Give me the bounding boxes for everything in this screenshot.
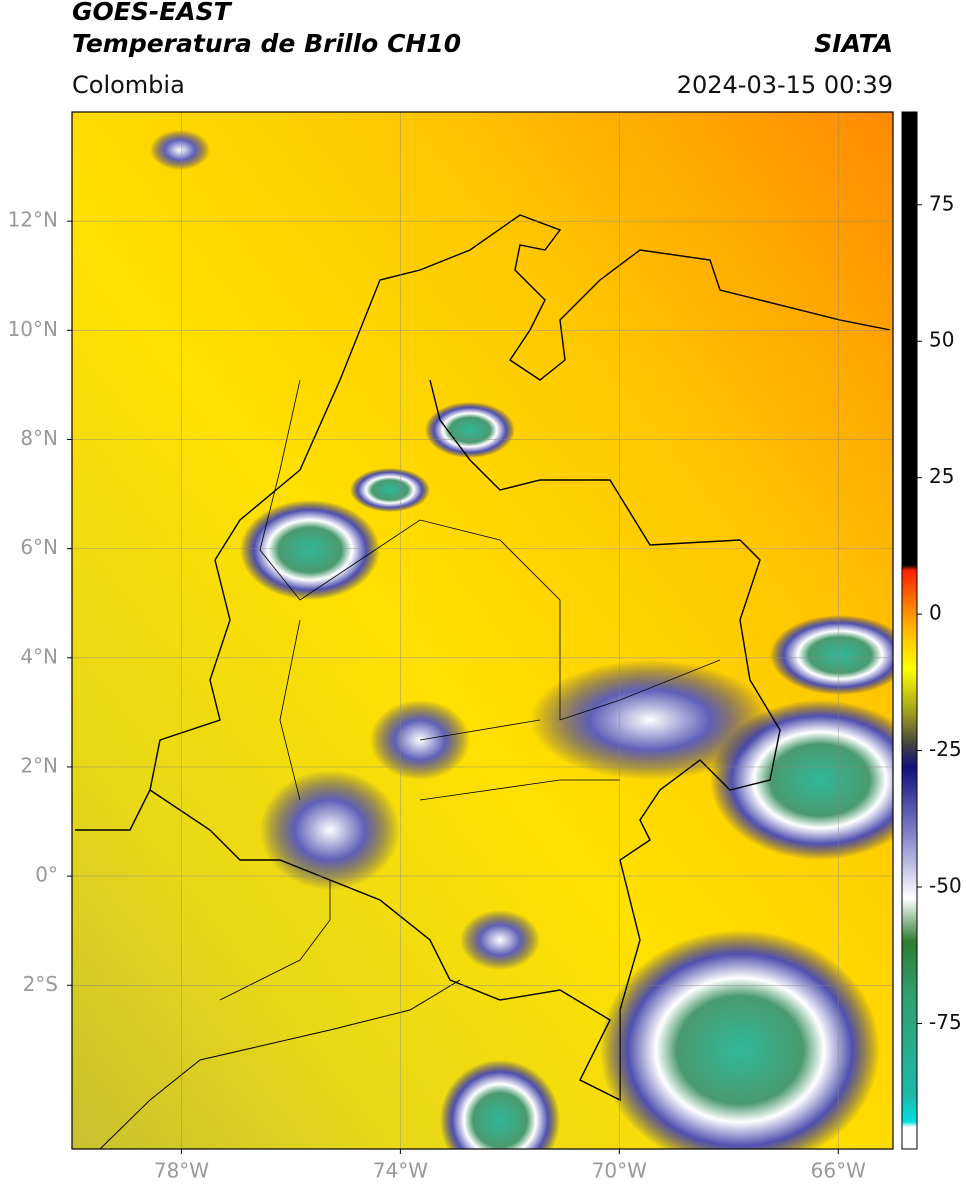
lon-label: 78°W <box>154 1159 209 1183</box>
colorbar-label: 50 <box>929 328 954 352</box>
lat-label: 4°N <box>20 644 58 668</box>
lat-label: 6°N <box>20 535 58 559</box>
lon-label: 66°W <box>811 1159 866 1183</box>
colorbar-label: -25 <box>929 737 962 761</box>
region: Colombia <box>72 71 185 99</box>
lon-label: 74°W <box>373 1159 428 1183</box>
colorbar-label: -75 <box>929 1010 962 1034</box>
datetime: 2024-03-15 00:39 <box>677 71 893 99</box>
lat-label: 0° <box>35 863 58 887</box>
map-frame <box>71 111 894 1150</box>
colorbar-label: -50 <box>929 874 962 898</box>
lat-label: 10°N <box>8 317 58 341</box>
lat-label: 2°N <box>20 753 58 777</box>
product: Temperatura de Brillo CH10 <box>72 29 461 58</box>
lat-label: 12°N <box>8 208 58 232</box>
lat-label: 2°S <box>23 972 58 996</box>
satellite: GOES-EAST <box>72 0 233 26</box>
satellite-image <box>72 112 893 1149</box>
colorbar-label: 0 <box>929 601 942 625</box>
colorbar-label: 75 <box>929 191 954 215</box>
colorbar <box>901 111 918 1150</box>
lon-label: 70°W <box>592 1159 647 1183</box>
lat-label: 8°N <box>20 426 58 450</box>
colorbar-label: 25 <box>929 464 954 488</box>
source: SIATA <box>814 29 893 58</box>
